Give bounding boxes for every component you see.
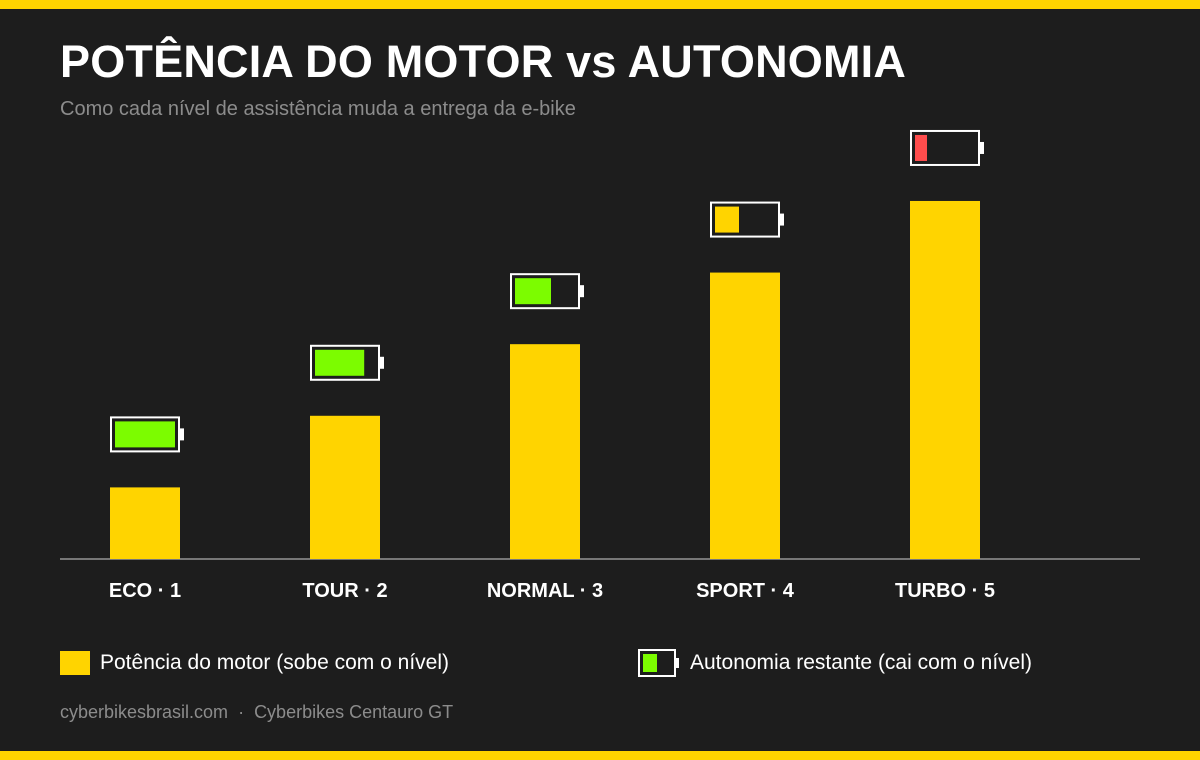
legend-motor-swatch (60, 651, 90, 675)
legend-item-battery: Autonomia restante (cai com o nível) (638, 648, 1032, 678)
bar-motor-3 (510, 344, 580, 559)
category-label-3: NORMAL · 3 (487, 580, 603, 602)
legend-battery-fill (643, 654, 657, 672)
chart-subtitle: Como cada nível de assistência muda a en… (60, 98, 576, 120)
top-accent-stripe (0, 0, 1200, 9)
bar-motor-4 (710, 272, 780, 559)
battery-terminal-4 (779, 213, 784, 226)
battery-fill-2 (315, 349, 365, 376)
legend-battery-terminal (675, 658, 679, 668)
battery-terminal-3 (579, 285, 584, 298)
category-label-1: ECO · 1 (109, 580, 181, 602)
legend-item-motor: Potência do motor (sobe com o nível) (60, 648, 449, 678)
category-label-5: TURBO · 5 (895, 580, 995, 602)
footer-separator: · (238, 702, 245, 722)
battery-fill-3 (515, 278, 551, 305)
category-label-4: SPORT · 4 (696, 580, 795, 602)
battery-terminal-1 (179, 428, 184, 441)
chart-title: POTÊNCIA DO MOTOR vs AUTONOMIA (60, 36, 907, 87)
legend-battery-label: Autonomia restante (cai com o nível) (690, 651, 1032, 674)
bottom-accent-stripe (0, 751, 1200, 760)
battery-fill-1 (115, 421, 175, 448)
footer: cyberbikesbrasil.com · Cyberbikes Centauro… (60, 702, 453, 723)
bar-motor-5 (910, 200, 980, 559)
legend-motor-label: Potência do motor (sobe com o nível) (100, 651, 450, 674)
category-label-2: TOUR · 2 (302, 580, 387, 602)
footer-site: cyberbikesbrasil.com (60, 702, 229, 722)
battery-terminal-2 (379, 356, 384, 369)
bar-motor-2 (310, 415, 380, 559)
battery-icon (638, 649, 679, 677)
battery-terminal-5 (979, 141, 984, 154)
chart-plot: ECO · 1 TOUR · 2 NORMAL · 3 SPORT · 4 TURBO … (60, 129, 1140, 602)
footer-product: Cyberbikes Centauro GT (254, 702, 454, 722)
battery-fill-5 (915, 134, 927, 161)
battery-fill-4 (715, 206, 739, 233)
bar-motor-1 (110, 487, 180, 559)
